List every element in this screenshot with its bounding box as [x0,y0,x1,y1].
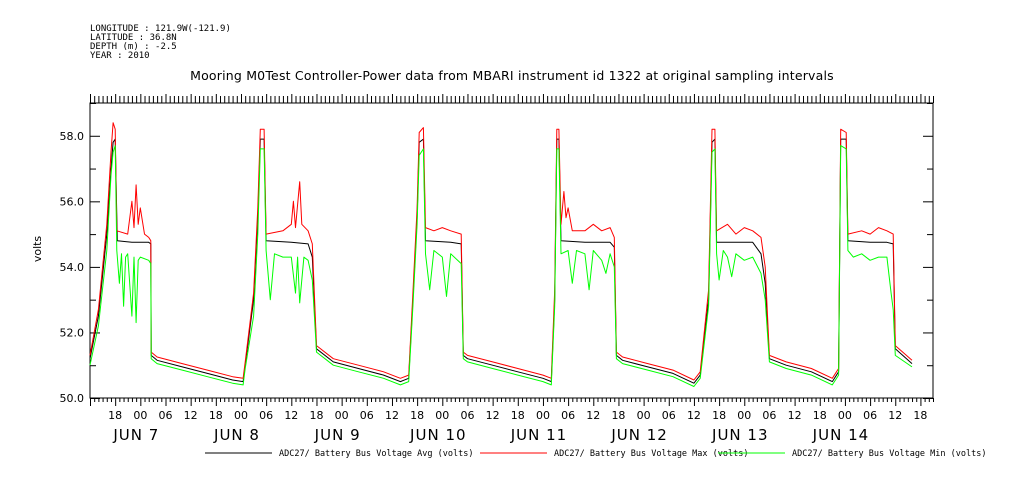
hour-tick-label: 12 [888,409,902,422]
hour-tick-label: 12 [687,409,701,422]
day-label: JUN 13 [711,426,768,444]
year-label: YEAR : 2010 [90,51,150,61]
legend-label-max: ADC27/ Battery Bus Voltage Max (volts) [554,449,748,459]
hour-tick-label: 00 [335,409,349,422]
day-label: JUN 7 [112,426,159,444]
hour-tick-label: 06 [561,409,575,422]
hour-tick-label: 18 [813,409,827,422]
hour-tick-label: 18 [108,409,122,422]
y-tick-label: 58.0 [60,130,85,143]
plot-frame [89,102,934,399]
hour-tick-label: 12 [486,409,500,422]
y-tick-label: 50.0 [60,392,85,405]
hour-tick-label: 18 [712,409,726,422]
day-label: JUN 8 [213,426,260,444]
hour-tick-label: 06 [360,409,374,422]
longitude-label: LONGITUDE : 121.9W(-121.9) [90,24,231,34]
hour-tick-label: 00 [838,409,852,422]
axes: 50.0 52.0 54.0 56.0 58.0 18 00 06 12 18 00 06 12 18 00… [60,94,934,444]
hour-tick-label: 18 [611,409,625,422]
legend-label-min: ADC27/ Battery Bus Voltage Min (volts) [792,449,986,459]
hour-tick-label: 00 [637,409,651,422]
day-label: JUN 14 [812,426,869,444]
hour-tick-label: 06 [259,409,273,422]
hour-tick-label: 12 [385,409,399,422]
hour-tick-label: 00 [234,409,248,422]
hour-tick-label: 12 [788,409,802,422]
day-label: JUN 11 [510,426,567,444]
legend: ADC27/ Battery Bus Voltage Avg (volts) AD… [205,449,986,459]
hour-tick-label: 06 [762,409,776,422]
series-line-min [89,145,913,387]
hour-tick-label: 18 [309,409,323,422]
day-label: JUN 10 [409,426,466,444]
y-axis-label: volts [31,236,44,263]
y-tick-label: 52.0 [60,326,85,339]
hour-tick-label: 18 [209,409,223,422]
depth-label: DEPTH (m) : -2.5 [90,42,177,52]
day-label: JUN 9 [314,426,361,444]
y-tick-label: 56.0 [60,195,85,208]
chart-title: Mooring M0Test Controller-Power data fro… [190,68,834,83]
y-tick-label: 54.0 [60,261,85,274]
latitude-label: LATITUDE : 36.8N [90,33,177,43]
hour-tick-label: 06 [662,409,676,422]
legend-label-avg: ADC27/ Battery Bus Voltage Avg (volts) [279,449,473,459]
hour-tick-label: 18 [511,409,525,422]
hour-tick-label: 00 [435,409,449,422]
hour-tick-label: 12 [184,409,198,422]
hour-tick-label: 00 [133,409,147,422]
series-line-max [89,122,913,381]
hour-tick-label: 06 [460,409,474,422]
hour-tick-label: 12 [586,409,600,422]
hour-tick-label: 00 [536,409,550,422]
series-layer [89,122,913,387]
hour-tick-label: 18 [410,409,424,422]
hour-tick-label: 06 [158,409,172,422]
hour-tick-label: 06 [863,409,877,422]
hour-tick-label: 18 [913,409,927,422]
hour-tick-label: 12 [284,409,298,422]
series-line-avg [89,138,913,384]
day-label: JUN 12 [610,426,667,444]
hour-tick-label: 00 [737,409,751,422]
